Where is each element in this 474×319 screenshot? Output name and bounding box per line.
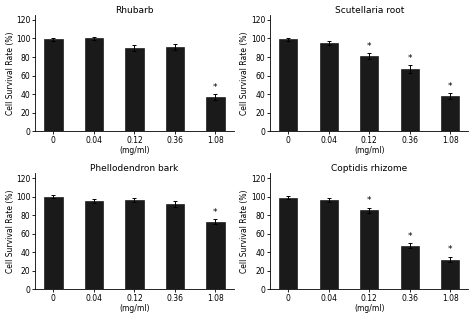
Bar — [441, 96, 459, 131]
Text: *: * — [408, 232, 412, 241]
X-axis label: (mg/ml): (mg/ml) — [119, 304, 150, 314]
Bar — [166, 47, 184, 131]
Bar — [206, 97, 225, 131]
Text: *: * — [367, 42, 372, 51]
Text: *: * — [213, 207, 218, 217]
Text: *: * — [448, 245, 453, 255]
Bar — [85, 39, 103, 131]
Y-axis label: Cell Survival Rate (%): Cell Survival Rate (%) — [6, 32, 15, 115]
Title: Phellodendron bark: Phellodendron bark — [90, 164, 179, 173]
Bar — [441, 260, 459, 289]
Bar — [360, 56, 378, 131]
Bar — [401, 246, 419, 289]
Text: *: * — [448, 82, 453, 91]
Y-axis label: Cell Survival Rate (%): Cell Survival Rate (%) — [6, 189, 15, 273]
Bar — [85, 201, 103, 289]
Title: Scutellaria root: Scutellaria root — [335, 5, 404, 15]
Bar — [320, 200, 338, 289]
X-axis label: (mg/ml): (mg/ml) — [119, 146, 150, 155]
Bar — [166, 204, 184, 289]
Bar — [401, 69, 419, 131]
Text: *: * — [367, 197, 372, 205]
Y-axis label: Cell Survival Rate (%): Cell Survival Rate (%) — [240, 189, 249, 273]
Bar — [44, 197, 63, 289]
Bar — [279, 40, 298, 131]
Title: Rhubarb: Rhubarb — [115, 5, 154, 15]
Bar — [320, 43, 338, 131]
Title: Coptidis rhizome: Coptidis rhizome — [331, 164, 408, 173]
Bar — [125, 200, 144, 289]
X-axis label: (mg/ml): (mg/ml) — [354, 304, 384, 314]
Y-axis label: Cell Survival Rate (%): Cell Survival Rate (%) — [240, 32, 249, 115]
Bar — [125, 48, 144, 131]
Text: *: * — [213, 83, 218, 92]
Text: *: * — [408, 54, 412, 63]
X-axis label: (mg/ml): (mg/ml) — [354, 146, 384, 155]
Bar — [206, 222, 225, 289]
Bar — [360, 211, 378, 289]
Bar — [44, 40, 63, 131]
Bar — [279, 197, 298, 289]
